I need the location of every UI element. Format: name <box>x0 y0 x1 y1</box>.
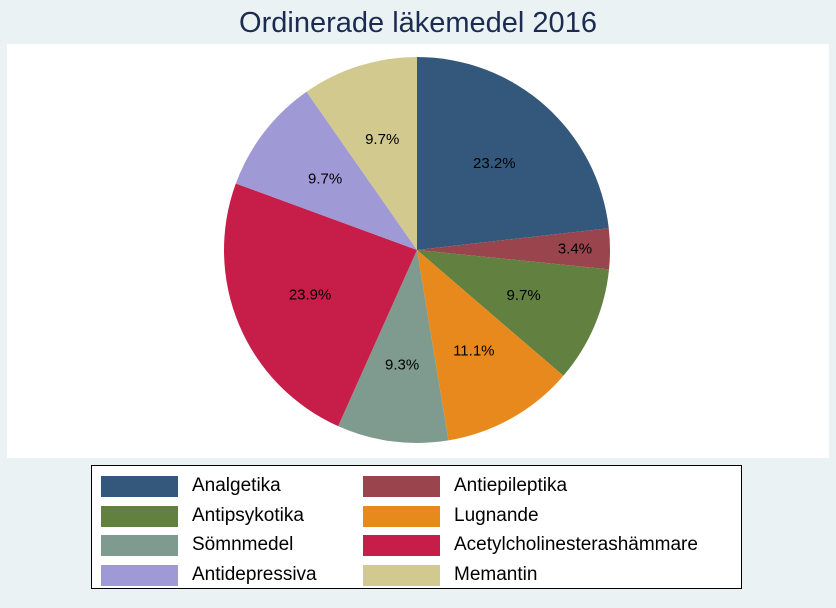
chart-title: Ordinerade läkemedel 2016 <box>239 7 597 39</box>
plot-area: 23.2% 3.4% 9.7% 11.1% 9.3% 23.9% 9.7% 9.7% <box>7 44 829 458</box>
legend-label: Antidepressiva <box>192 564 317 585</box>
legend-swatch <box>101 476 178 497</box>
pie-label-1: 3.4% <box>558 241 592 258</box>
pie-slice-7 <box>306 56 417 250</box>
legend-swatch <box>363 565 440 586</box>
legend: Analgetika Antiepileptika Antipsykotika Lug… <box>91 465 742 589</box>
pie-label-3: 11.1% <box>453 343 494 360</box>
pie-slice-5 <box>223 183 417 427</box>
pie-label-2: 9.7% <box>506 287 540 304</box>
legend-label: Analgetika <box>192 475 281 496</box>
pie-slice-6 <box>235 91 417 250</box>
pie-label-0: 23.2% <box>473 155 516 172</box>
pie-label-6: 9.7% <box>308 171 342 188</box>
pie-chart: 23.2% 3.4% 9.7% 11.1% 9.3% 23.9% 9.7% 9.7% <box>223 56 611 444</box>
legend-swatch <box>363 476 440 497</box>
legend-swatch <box>101 565 178 586</box>
pie-slice-2 <box>417 250 610 376</box>
legend-label: Sömnmedel <box>192 534 294 555</box>
pie-label-4: 9.3% <box>385 357 419 374</box>
legend-swatch <box>363 506 440 527</box>
legend-swatch <box>101 506 178 527</box>
pie-slice-3 <box>417 250 564 441</box>
legend-label: Lugnande <box>454 505 539 526</box>
legend-label: Antiepileptika <box>454 475 568 496</box>
pie-slice-0 <box>417 57 609 250</box>
legend-label: Memantin <box>454 564 538 585</box>
legend-swatch <box>101 535 178 556</box>
pie-label-5: 23.9% <box>289 287 332 304</box>
legend-label: Acetylcholinesterashämmare <box>454 534 698 555</box>
legend-label: Antipsykotika <box>192 505 304 526</box>
legend-swatch <box>363 535 440 556</box>
pie-slice-4 <box>338 250 449 444</box>
pie-slice-1 <box>417 228 611 270</box>
pie-label-7: 9.7% <box>365 131 399 148</box>
